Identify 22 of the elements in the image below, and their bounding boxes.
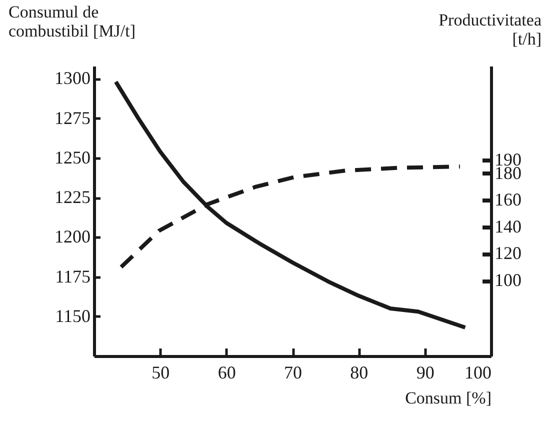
y-axis-title: Consumul de combustibil [MJ/t]	[8, 2, 136, 40]
y-tick-label: 1250	[54, 147, 90, 168]
x-tick-label: 60	[218, 362, 236, 382]
y-tick-label: 1175	[55, 266, 90, 286]
line-series	[114, 80, 468, 330]
x-tick-label: 90	[416, 362, 434, 382]
x-tick-label: 100	[464, 362, 492, 382]
y-tick-label: 1150	[55, 306, 90, 326]
line-series	[119, 164, 462, 270]
y2-tick-label: 100	[494, 270, 522, 290]
y2-tick-label: 160	[494, 190, 522, 210]
y2-tick-label: 120	[494, 243, 522, 264]
y-tick-label: 1225	[54, 187, 90, 208]
y2-axis-title: Productivitatea [t/h]	[438, 10, 542, 48]
x-axis-title: Consum [%]	[405, 388, 492, 408]
y2-tick-label: 140	[494, 216, 522, 236]
y-tick-label: 1300	[54, 68, 90, 88]
x-tick-label: 70	[284, 362, 302, 382]
x-tick-label: 50	[152, 362, 170, 382]
y-tick-label: 1275	[54, 108, 90, 128]
y-tick-label: 1200	[54, 226, 90, 247]
x-tick-label: 80	[350, 362, 368, 382]
